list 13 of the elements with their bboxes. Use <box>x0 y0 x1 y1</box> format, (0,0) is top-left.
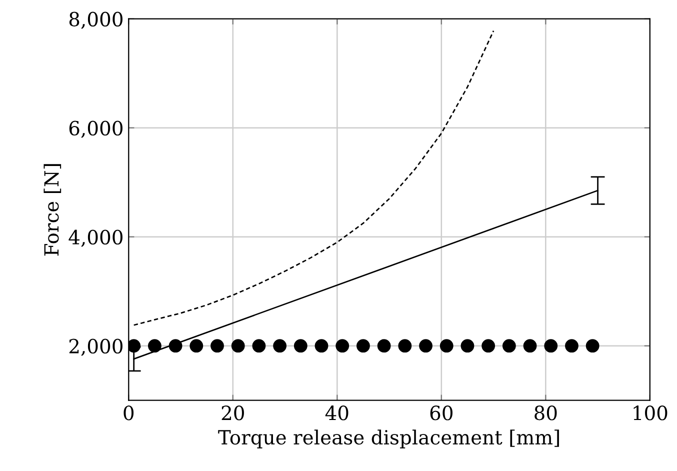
x-tick-label: 100 <box>634 406 668 420</box>
line-series <box>133 30 494 326</box>
y-tick-label: 2,000 <box>69 338 122 356</box>
x-tick-label: 80 <box>534 406 557 420</box>
y-axis-title: Force [N] <box>44 164 62 256</box>
x-axis-title: Torque release displacement [mm] <box>218 430 559 448</box>
x-tick-label: 20 <box>222 406 244 420</box>
x-tick-label: 0 <box>124 406 134 420</box>
y-tick-label: 4,000 <box>68 230 122 247</box>
y-tick-label: 6,000 <box>69 120 122 138</box>
y-tick-label: 8,000 <box>69 12 122 29</box>
x-tick-label: 40 <box>325 406 348 420</box>
x-tick-label: 60 <box>430 406 452 420</box>
